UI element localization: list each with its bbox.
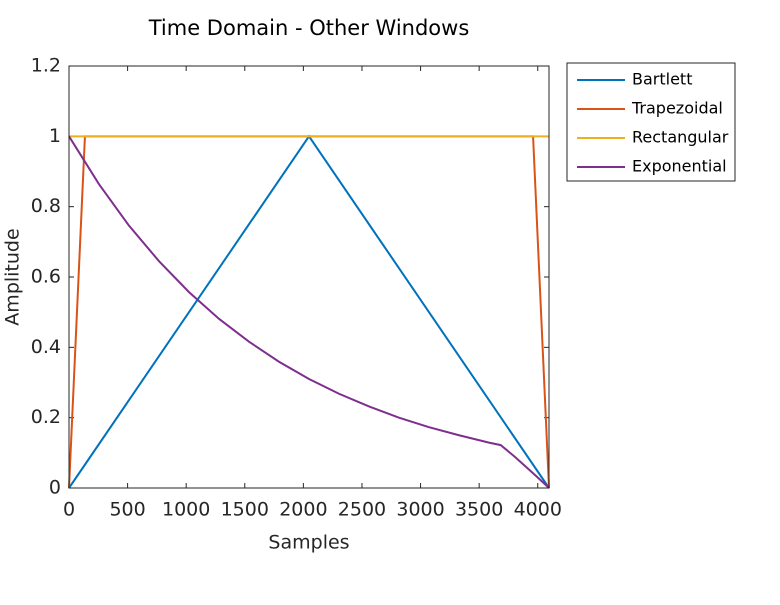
- x-axis-label: Samples: [268, 532, 349, 554]
- legend-box: [566, 62, 736, 182]
- y-axis-label: Amplitude: [2, 228, 24, 325]
- x-tick-label: 0: [63, 499, 75, 521]
- x-tick-label: 1500: [221, 499, 269, 521]
- y-tick-label: 0.6: [31, 266, 61, 288]
- y-tick-label: 1.2: [31, 55, 61, 77]
- series-line: [68, 135, 550, 489]
- y-tick-label: 1: [49, 125, 61, 147]
- x-tick-label: 500: [109, 499, 145, 521]
- chart-title: Time Domain - Other Windows: [148, 16, 470, 40]
- legend-label: Exponential: [632, 157, 727, 176]
- y-tick-label: 0: [49, 477, 61, 499]
- x-tick-label: 2500: [338, 499, 386, 521]
- plot-frame: [68, 65, 550, 489]
- legend: Bartlett Trapezoidal Rectangular Exponentia…: [566, 62, 736, 182]
- y-tick-label: 0.2: [31, 406, 61, 428]
- x-tick-label: 4000: [514, 499, 562, 521]
- legend-label: Rectangular: [632, 128, 729, 147]
- y-tick-label: 0.8: [31, 195, 61, 217]
- x-tick-label: 3500: [455, 499, 503, 521]
- y-tick-label: 0.4: [31, 336, 61, 358]
- x-tick-label: 3000: [396, 499, 444, 521]
- x-tick-label: 1000: [162, 499, 210, 521]
- legend-label: Trapezoidal: [631, 99, 723, 118]
- legend-label: Bartlett: [632, 70, 692, 89]
- x-tick-label: 2000: [279, 499, 327, 521]
